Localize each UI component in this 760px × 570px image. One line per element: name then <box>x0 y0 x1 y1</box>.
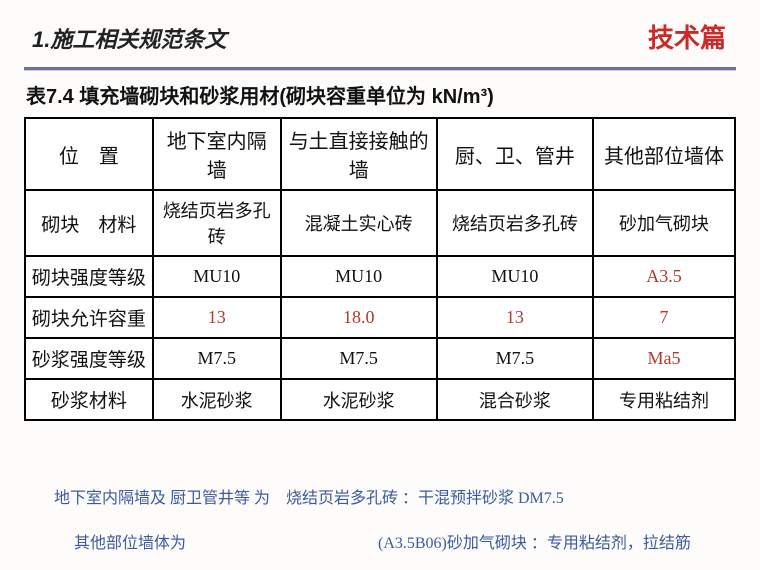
cell: M7.5 <box>153 338 281 379</box>
table-row: 砌块 材料烧结页岩多孔砖混凝土实心砖烧结页岩多孔砖砂加气砌块 <box>25 190 735 256</box>
col-header: 与土直接接触的墙 <box>281 118 437 190</box>
cell: A3.5 <box>593 256 735 297</box>
section-title: 1.施工相关规范条文 <box>24 22 226 54</box>
col-header: 地下室内隔墙 <box>153 118 281 190</box>
cell: 混凝土实心砖 <box>281 190 437 256</box>
cell: MU10 <box>437 256 593 297</box>
col-header: 其他部位墙体 <box>593 118 735 190</box>
cell: 水泥砂浆 <box>281 379 437 420</box>
cell: 专用粘结剂 <box>593 379 735 420</box>
cell: 烧结页岩多孔砖 <box>437 190 593 256</box>
corner-tag: 技术篇 <box>648 18 736 55</box>
table-row: 砌块强度等级MU10MU10MU10A3.5 <box>25 256 735 297</box>
cell: 13 <box>437 297 593 338</box>
footnotes: 地下室内隔墙及 厨卫管井等 为 烧结页岩多孔砖 ：干混预拌砂浆 DM7.5 其他… <box>24 481 736 561</box>
row-label: 砂浆材料 <box>25 379 153 420</box>
row-label: 砌块允许容重 <box>25 297 153 338</box>
table-row: 砂浆强度等级M7.5M7.5M7.5Ma5 <box>25 338 735 379</box>
cell: M7.5 <box>437 338 593 379</box>
table-row: 砂浆材料水泥砂浆水泥砂浆混合砂浆专用粘结剂 <box>25 379 735 420</box>
row-label: 砂浆强度等级 <box>25 338 153 379</box>
col-header: 厨、卫、管井 <box>437 118 593 190</box>
header-row: 1.施工相关规范条文 技术篇 <box>24 18 736 55</box>
table-row: 砌块允许容重1318.0137 <box>25 297 735 338</box>
cell: 18.0 <box>281 297 437 338</box>
table-header-row: 位 置 地下室内隔墙 与土直接接触的墙 厨、卫、管井 其他部位墙体 <box>25 118 735 190</box>
footnote-line: 其他部位墙体为 (A3.5B06)砂加气砌块 ：专用粘结剂，拉结筋 <box>54 526 736 561</box>
cell: 7 <box>593 297 735 338</box>
cell: 砂加气砌块 <box>593 190 735 256</box>
cell: MU10 <box>153 256 281 297</box>
col-header: 位 置 <box>25 118 153 190</box>
row-label: 砌块强度等级 <box>25 256 153 297</box>
cell: M7.5 <box>281 338 437 379</box>
cell: 13 <box>153 297 281 338</box>
cell: 混合砂浆 <box>437 379 593 420</box>
materials-table: 位 置 地下室内隔墙 与土直接接触的墙 厨、卫、管井 其他部位墙体 砌块 材料烧… <box>24 117 736 421</box>
cell: Ma5 <box>593 338 735 379</box>
footnote-line: 地下室内隔墙及 厨卫管井等 为 烧结页岩多孔砖 ：干混预拌砂浆 DM7.5 <box>54 481 736 516</box>
cell: MU10 <box>281 256 437 297</box>
header-divider <box>24 67 736 70</box>
table-caption: 表7.4 填充墙砌块和砂浆用材(砌块容重单位为 kN/m³) <box>26 80 736 109</box>
row-label: 砌块 材料 <box>25 190 153 256</box>
cell: 烧结页岩多孔砖 <box>153 190 281 256</box>
cell: 水泥砂浆 <box>153 379 281 420</box>
